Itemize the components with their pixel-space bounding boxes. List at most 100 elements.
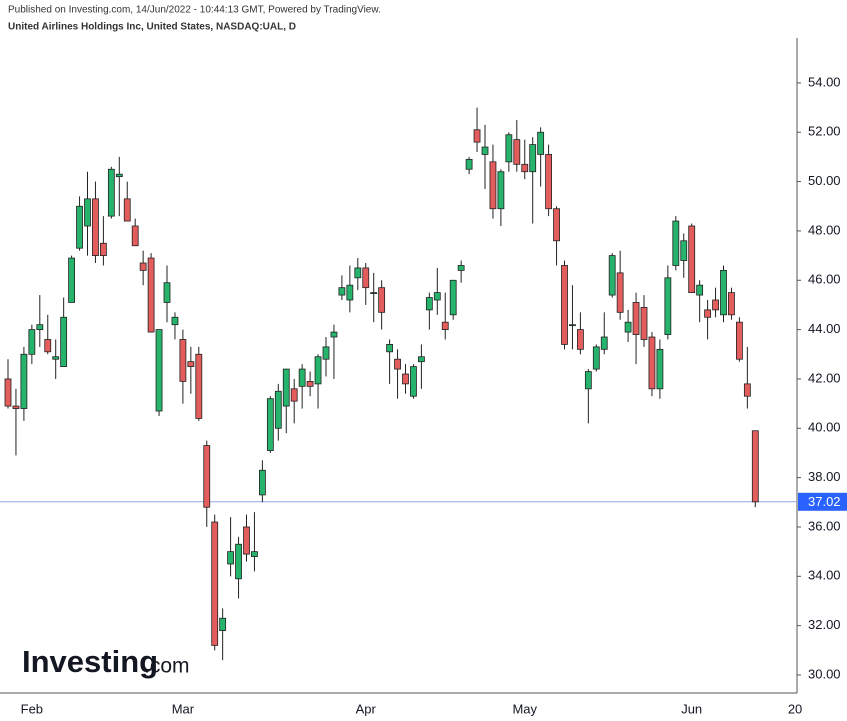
candle-body	[322, 346, 330, 360]
candle-body	[410, 366, 417, 397]
candle-body	[656, 348, 664, 390]
candle-body	[386, 344, 394, 353]
candle-body	[592, 346, 600, 370]
y-tick-label: 38.00	[808, 469, 841, 484]
candle-body	[481, 146, 489, 155]
symbol-title: United Airlines Holdings Inc, United Sta…	[8, 22, 296, 33]
candle-body	[465, 158, 473, 170]
candle-body	[115, 173, 123, 178]
x-tick-label: Apr	[356, 701, 377, 716]
candle-body	[704, 309, 711, 318]
candle-body	[187, 361, 195, 368]
candle-body	[330, 331, 338, 338]
candle-body	[251, 551, 258, 557]
candle-body	[736, 321, 743, 360]
y-tick-label: 50.00	[808, 173, 841, 188]
candle-body	[163, 282, 171, 303]
candle-body	[282, 368, 290, 407]
candle-body	[219, 617, 227, 631]
y-tick-label: 54.00	[808, 74, 841, 89]
candle-body	[425, 297, 433, 311]
candle-body	[688, 225, 696, 293]
candle-body	[632, 302, 640, 335]
candle-body	[139, 262, 147, 271]
candle-body	[28, 329, 36, 355]
candle-body	[84, 198, 91, 227]
x-tick-label: Jun	[681, 701, 702, 716]
candle-body	[76, 205, 83, 249]
candle-body	[378, 287, 386, 313]
candle-body	[179, 339, 187, 382]
candle-body	[577, 329, 584, 350]
candle-body	[648, 336, 656, 390]
candle-body	[433, 292, 441, 301]
candle-body	[290, 388, 298, 402]
candle-body	[203, 445, 211, 508]
candle-body	[521, 163, 529, 173]
candle-body	[529, 144, 537, 173]
watermark-suffix: .com	[144, 655, 190, 678]
candle-body	[195, 353, 203, 419]
candle-body	[489, 161, 497, 210]
candle-body	[537, 131, 545, 155]
candle-body	[243, 526, 250, 555]
published-note: Published on Investing.com, 14/Jun/2022 …	[8, 5, 381, 16]
candle-body	[728, 292, 735, 316]
y-tick-label: 32.00	[808, 617, 841, 632]
candle-body	[402, 373, 409, 385]
y-tick-label: 48.00	[808, 222, 841, 237]
last-price-box	[798, 492, 847, 511]
x-tick-label: May	[512, 701, 537, 716]
candle-body	[100, 242, 107, 256]
candle-body	[131, 225, 139, 247]
candle-body	[274, 390, 282, 429]
y-tick-label: 34.00	[808, 568, 841, 583]
candle-body	[155, 329, 163, 412]
candle-body	[123, 198, 131, 222]
candle-body	[362, 267, 370, 289]
candle-body	[608, 255, 616, 296]
y-tick-label: 44.00	[808, 321, 841, 336]
candle-body	[12, 405, 20, 409]
candle-body	[36, 324, 44, 331]
y-tick-label: 52.00	[808, 124, 841, 139]
candle-body	[338, 287, 346, 296]
candle-body	[561, 265, 568, 345]
candle-body	[497, 171, 505, 210]
watermark-brand: Investing	[22, 644, 158, 679]
candle-body	[370, 292, 378, 294]
candle-body	[743, 383, 751, 397]
candle-body	[672, 220, 680, 266]
candle-body	[394, 358, 401, 370]
x-tick-label: Mar	[172, 701, 195, 716]
candle-body	[545, 154, 552, 210]
candle-body	[696, 284, 704, 296]
candle-body	[171, 316, 179, 326]
candle-body	[680, 240, 688, 261]
candle-body	[52, 356, 60, 360]
y-tick-label: 42.00	[808, 370, 841, 385]
candle-body	[616, 272, 624, 313]
candle-body	[569, 324, 576, 327]
candle-body	[505, 134, 513, 163]
y-tick-label: 30.00	[808, 666, 841, 681]
candle-body	[298, 368, 306, 387]
candle-body	[147, 257, 155, 333]
y-tick-label: 36.00	[808, 518, 841, 533]
candle-body	[600, 336, 608, 350]
candle-body	[227, 551, 235, 565]
candle-body	[553, 208, 560, 242]
candle-body	[473, 129, 481, 143]
candle-body	[107, 168, 115, 217]
candle-body	[44, 339, 52, 353]
x-tick-label: 20	[788, 701, 802, 716]
candle-body	[354, 267, 362, 279]
candle-body	[441, 321, 449, 331]
candle-body	[266, 398, 274, 451]
candle-body	[20, 353, 28, 409]
candle-body	[664, 277, 672, 335]
candle-body	[640, 307, 648, 340]
candle-body	[211, 521, 219, 646]
